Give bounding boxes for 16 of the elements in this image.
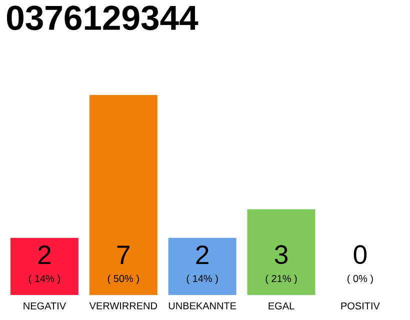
annotation: ( 0% ) (347, 274, 373, 284)
data-label: 7 (117, 246, 130, 264)
chart-title: 0376129344 (6, 6, 198, 30)
x-tick-label: EGAL (268, 302, 294, 310)
x-tick-label: VERWIRREND (89, 302, 157, 310)
x-tick-label: UNBEKANNTE (168, 302, 236, 310)
annotation: ( 21% ) (266, 274, 297, 284)
data-label: 3 (274, 245, 288, 264)
data-label: 0 (354, 245, 367, 264)
data-label: 2 (38, 245, 51, 264)
data-label: 2 (196, 245, 208, 264)
annotation: ( 50% ) (108, 274, 139, 284)
annotation: ( 14% ) (28, 274, 60, 284)
annotation: ( 14% ) (186, 274, 218, 284)
x-tick-label: POSITIV (341, 302, 380, 310)
x-tick-label: NEGATIV (24, 302, 66, 310)
